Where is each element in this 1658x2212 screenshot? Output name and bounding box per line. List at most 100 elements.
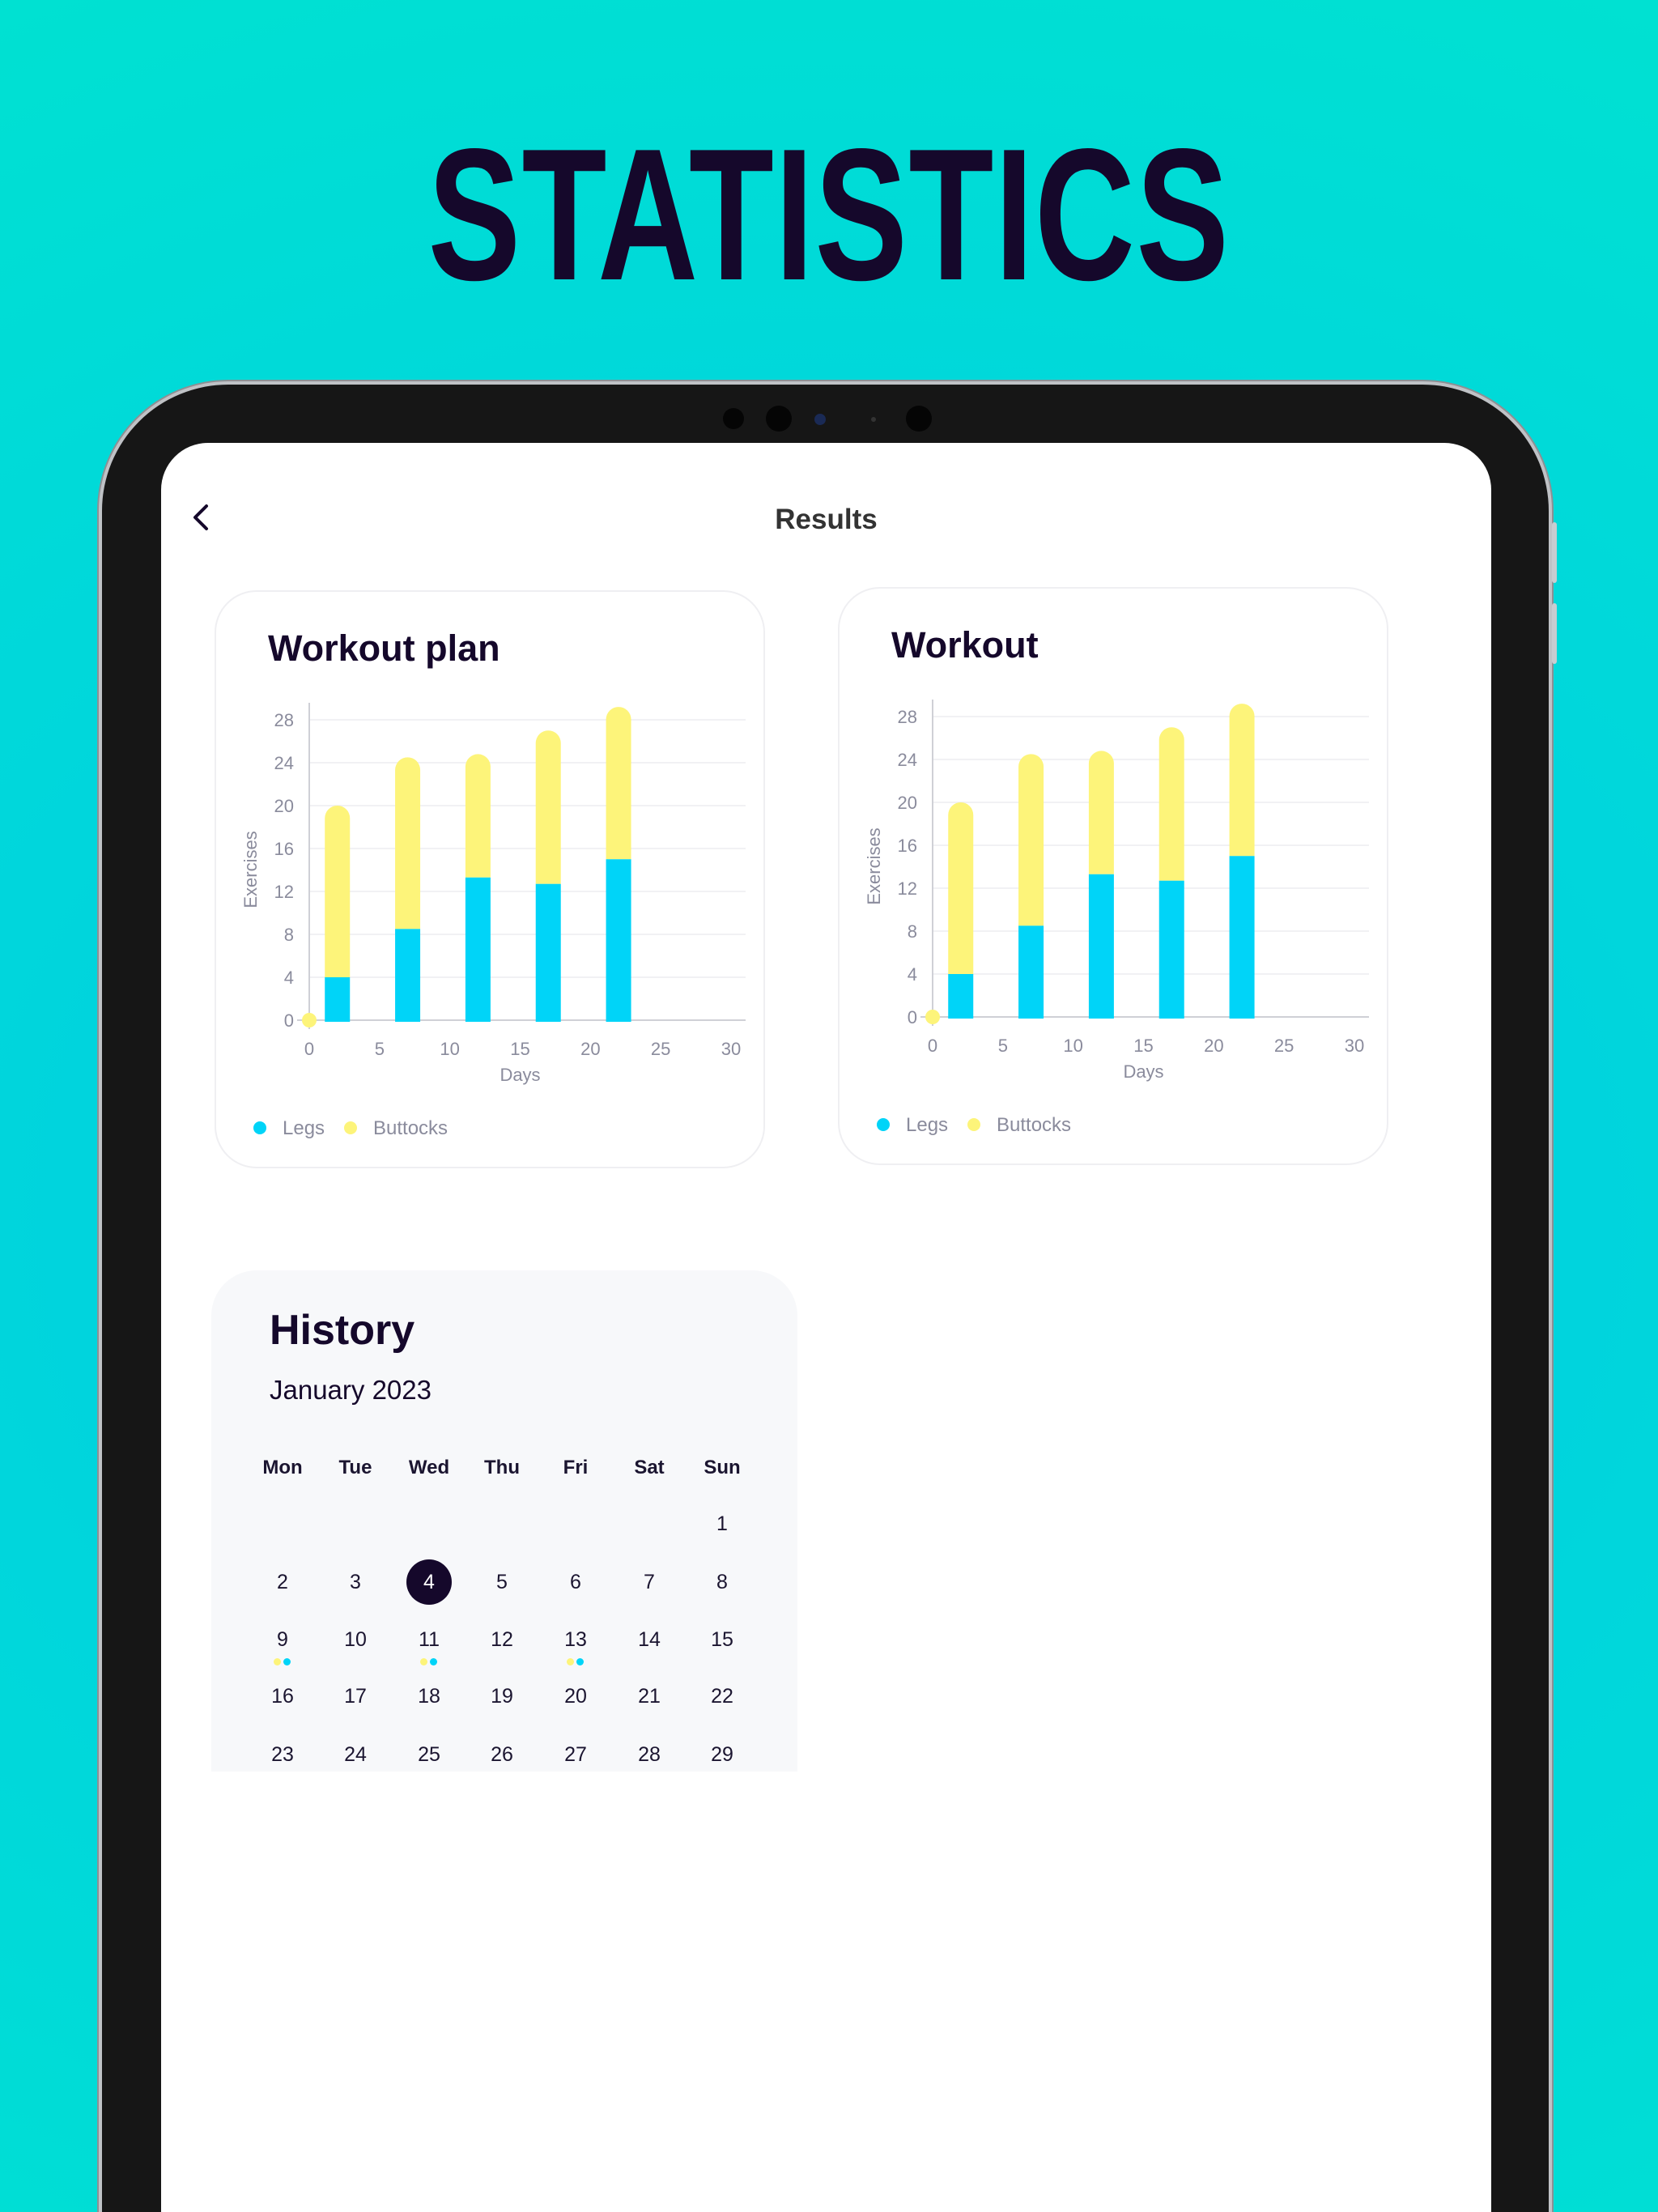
chevron-left-icon (193, 504, 208, 530)
x-axis-label: Days (1123, 1061, 1163, 1082)
calendar-day[interactable]: 8 (716, 1571, 728, 1593)
y-tick-label: 20 (274, 796, 294, 816)
calendar-day[interactable]: 25 (418, 1743, 440, 1766)
weekday-label: Fri (563, 1457, 589, 1478)
calendar-day[interactable]: 27 (564, 1743, 587, 1766)
bar-legs (535, 883, 561, 1022)
legend-label: Legs (906, 1114, 948, 1136)
bar-legs (1018, 925, 1044, 1019)
weekday-label: Wed (408, 1457, 450, 1478)
bar-buttocks (948, 802, 974, 974)
calendar-day[interactable]: 16 (271, 1685, 294, 1708)
selected-day-indicator (406, 1559, 452, 1605)
calendar-day[interactable]: 17 (344, 1685, 367, 1708)
calendar-day[interactable]: 3 (350, 1571, 361, 1593)
bar-buttocks (535, 730, 561, 884)
legend-dot-legs (877, 1118, 890, 1131)
calendar-day[interactable]: 26 (491, 1743, 513, 1766)
legend-dot-buttocks (967, 1118, 980, 1131)
y-tick-label: 0 (908, 1007, 917, 1027)
y-tick-label: 16 (898, 836, 917, 856)
bar-buttocks (325, 806, 351, 977)
headline: STATISTICS (427, 110, 1231, 320)
activity-dot-legs (429, 1657, 437, 1665)
x-tick-label: 15 (510, 1039, 529, 1059)
y-tick-label: 12 (898, 878, 917, 899)
calendar-day[interactable]: 10 (344, 1628, 367, 1651)
calendar-day[interactable]: 12 (491, 1628, 513, 1651)
bar-legs (1229, 856, 1255, 1019)
bar-legs (1088, 874, 1114, 1019)
sensor-icon (723, 408, 744, 429)
calendar-day[interactable]: 18 (418, 1685, 440, 1708)
back-button[interactable] (185, 501, 218, 534)
bar-legs (325, 977, 351, 1022)
calendar-day[interactable]: 11 (419, 1628, 440, 1651)
calendar-day[interactable]: 13 (564, 1628, 587, 1651)
y-axis-label: Exercises (864, 827, 884, 904)
calendar-day[interactable]: 20 (564, 1685, 587, 1708)
card-title: Workout (891, 624, 1039, 666)
legend-dot-buttocks (344, 1121, 357, 1134)
sensor-icon (871, 417, 876, 422)
calendar-day[interactable]: 29 (711, 1743, 733, 1766)
y-tick-label: 4 (284, 968, 294, 988)
origin-point (302, 1013, 317, 1027)
sensor-icon (766, 406, 792, 432)
calendar-day[interactable]: 21 (638, 1685, 661, 1708)
calendar-day[interactable]: 15 (711, 1628, 733, 1651)
weekday-label: Sun (704, 1457, 741, 1478)
bar-buttocks (1229, 704, 1255, 857)
calendar-day[interactable]: 4 (423, 1571, 435, 1593)
history-card: History January 2023 Mon Tue Wed Thu Fri Sat S… (211, 1270, 797, 1772)
y-tick-label: 12 (274, 882, 294, 902)
x-tick-label: 25 (651, 1039, 670, 1059)
x-tick-label: 30 (1345, 1036, 1364, 1056)
y-tick-label: 28 (274, 710, 294, 730)
bar-legs (948, 974, 974, 1019)
bar-legs (395, 929, 421, 1022)
calendar-day[interactable]: 19 (491, 1685, 513, 1708)
y-tick-label: 20 (898, 793, 917, 813)
x-tick-label: 0 (304, 1039, 314, 1059)
calendar-month: January 2023 (270, 1375, 432, 1405)
bar-legs (606, 859, 631, 1022)
page-title: Results (775, 504, 878, 535)
x-tick-label: 10 (440, 1039, 459, 1059)
y-axis-label: Exercises (240, 831, 261, 908)
app-screen: Results 0 4 8 12 16 20 24 28 0 5 10 15 20 25 30 Days Exe… (161, 443, 1491, 2212)
calendar-day[interactable]: 1 (716, 1512, 728, 1535)
card-title: Workout plan (268, 627, 500, 669)
legend-label: Legs (283, 1117, 325, 1139)
history-title: History (270, 1307, 415, 1354)
volume-button (1552, 603, 1557, 664)
x-tick-label: 0 (928, 1036, 937, 1056)
tablet-frame: Results 0 4 8 12 16 20 24 28 0 5 10 15 20 25 30 Days Exe… (99, 381, 1557, 2212)
calendar-day[interactable]: 22 (711, 1685, 733, 1708)
y-tick-label: 0 (284, 1010, 294, 1031)
calendar-day[interactable]: 7 (644, 1571, 655, 1593)
camera-icon (814, 414, 826, 425)
calendar-day[interactable]: 14 (638, 1628, 661, 1651)
x-tick-label: 5 (998, 1036, 1008, 1056)
bar-buttocks (465, 754, 491, 878)
calendar-day[interactable]: 24 (344, 1743, 367, 1766)
origin-point (925, 1010, 940, 1024)
y-tick-label: 16 (274, 839, 294, 859)
bar-legs (1158, 880, 1184, 1019)
calendar-day[interactable]: 2 (277, 1571, 288, 1593)
calendar-day[interactable]: 28 (638, 1743, 661, 1766)
y-tick-label: 24 (898, 750, 917, 770)
bar-buttocks (1018, 754, 1044, 926)
calendar-day[interactable]: 6 (570, 1571, 581, 1593)
x-tick-label: 20 (1204, 1036, 1223, 1056)
activity-dot-legs (283, 1657, 291, 1665)
calendar-day[interactable]: 23 (271, 1743, 294, 1766)
weekday-label: Tue (338, 1457, 372, 1478)
bar-buttocks (1088, 751, 1114, 874)
activity-dot-buttocks (273, 1657, 281, 1665)
bar-buttocks (606, 707, 631, 860)
calendar-day[interactable]: 9 (277, 1628, 288, 1651)
bar-legs (465, 877, 491, 1022)
calendar-day[interactable]: 5 (496, 1571, 508, 1593)
